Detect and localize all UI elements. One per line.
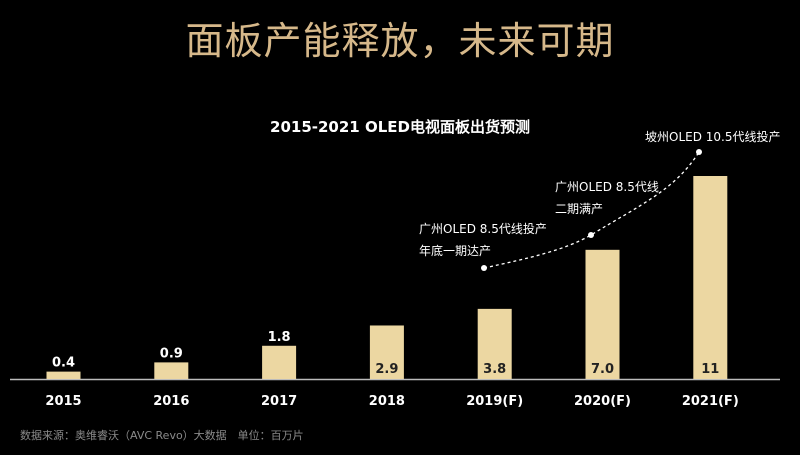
annotation-text: 二期满产 <box>555 202 603 216</box>
page-title: 面板产能释放，未来可期 <box>185 19 615 63</box>
x-tick-2017: 2017 <box>261 394 297 409</box>
data-label-2019(F): 3.8 <box>483 362 506 377</box>
annotation-text: 坡州OLED 10.5代线投产 <box>645 129 781 144</box>
x-tick-2019(F): 2019(F) <box>466 394 523 409</box>
annotation-dot <box>481 265 487 271</box>
annotation-dot <box>696 149 702 155</box>
data-label-2017: 1.8 <box>268 330 291 345</box>
bar-2021(F) <box>693 176 728 379</box>
x-tick-2016: 2016 <box>153 394 189 409</box>
annotation-text: 年底一期达产 <box>419 243 491 258</box>
bar-2020(F) <box>585 249 620 379</box>
data-label-2018: 2.9 <box>375 362 398 377</box>
x-tick-2015: 2015 <box>45 394 81 409</box>
annotation-text: 广州OLED 8.5代线 <box>555 180 659 194</box>
x-tick-2020(F): 2020(F) <box>574 394 631 409</box>
trend-curve <box>483 151 700 269</box>
data-label-2021(F): 11 <box>701 362 719 377</box>
x-tick-2018: 2018 <box>369 394 405 409</box>
chart-title: 2015-2021 OLED电视面板出货预测 <box>270 118 530 136</box>
data-label-2020(F): 7.0 <box>591 362 614 377</box>
data-label-2015: 0.4 <box>52 356 75 371</box>
annotation-dot <box>588 232 594 238</box>
x-tick-2021(F): 2021(F) <box>682 394 739 409</box>
annotation-text: 广州OLED 8.5代线投产 <box>419 221 547 236</box>
bar-2018 <box>369 325 404 379</box>
source-note: 数据来源：奥维睿沃（AVC Revo）大数据 单位：百万片 <box>20 429 304 442</box>
bar-2015 <box>46 371 81 379</box>
bar-2019(F) <box>477 308 512 379</box>
data-label-2016: 0.9 <box>160 346 183 361</box>
bar-2017 <box>262 345 297 379</box>
bar-2016 <box>154 362 189 379</box>
